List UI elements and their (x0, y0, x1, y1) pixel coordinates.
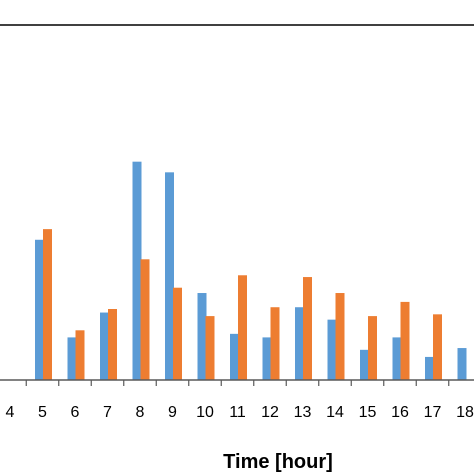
bar-series1-13 (295, 307, 304, 380)
x-tick-label-5: 5 (38, 404, 47, 421)
bar-series1-8 (132, 161, 142, 380)
x-tick-label-13: 13 (294, 404, 312, 421)
bar-series1-18 (457, 348, 467, 380)
bar-series2-10 (205, 316, 215, 380)
bar-series2-11 (238, 275, 247, 380)
bar-series1-10 (197, 293, 207, 380)
bar-series2-5 (43, 229, 52, 380)
x-tick-label-14: 14 (326, 404, 344, 421)
x-tick-label-18: 18 (456, 404, 474, 421)
x-axis-title: Time [hour] (223, 451, 333, 473)
bar-series2-17 (433, 314, 442, 380)
x-tick-labels-group: 4 5 6 7 8 9 10 11 12 13 14 15 16 17 18 (6, 404, 474, 421)
bar-series1-11 (230, 333, 239, 380)
x-tick-label-16: 16 (391, 404, 409, 421)
bar-series1-17 (425, 356, 434, 380)
x-tick-label-7: 7 (103, 404, 112, 421)
bar-series1-15 (360, 349, 369, 380)
bar-series2-8 (140, 259, 150, 380)
x-tick-label-6: 6 (71, 404, 80, 421)
bar-series1-16 (392, 337, 402, 380)
bar-series1-14 (327, 319, 337, 380)
bar-series2-9 (173, 287, 182, 380)
bar-series2-14 (335, 293, 345, 380)
bar-series1-9 (165, 172, 174, 380)
bar-series1-12 (262, 337, 272, 380)
x-tick-label-9: 9 (168, 404, 177, 421)
bar-series2-15 (368, 316, 377, 380)
x-ticks-group (25, 380, 450, 386)
x-tick-label-4: 4 (6, 404, 15, 421)
bar-series2-12 (270, 307, 280, 380)
bar-series1-5 (35, 239, 44, 380)
x-tick-label-15: 15 (359, 404, 377, 421)
x-tick-label-11: 11 (229, 404, 246, 421)
bar-series1-7 (100, 312, 109, 380)
bar-series2-13 (303, 277, 312, 380)
bar-series1-6 (67, 337, 77, 380)
x-tick-label-12: 12 (261, 404, 279, 421)
x-tick-label-10: 10 (196, 404, 214, 421)
bars-group (35, 161, 467, 380)
bar-series2-16 (400, 301, 410, 380)
x-tick-label-8: 8 (136, 404, 145, 421)
bar-series2-6 (75, 330, 85, 380)
x-tick-label-17: 17 (424, 404, 442, 421)
bar-series2-7 (108, 309, 117, 380)
